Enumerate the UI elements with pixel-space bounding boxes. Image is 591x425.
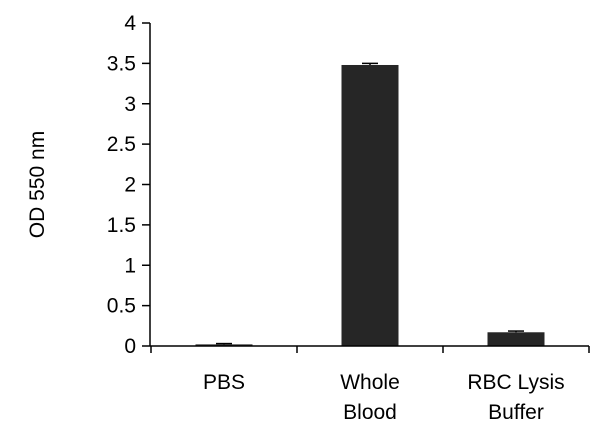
y-tick-label: 1 xyxy=(124,254,136,277)
x-axis-ticks xyxy=(150,346,590,353)
y-tick-label: 3.5 xyxy=(107,52,136,75)
bar xyxy=(195,344,253,346)
category-label: Whole Blood xyxy=(340,371,400,424)
y-tick-label: 0 xyxy=(124,335,136,358)
y-tick-label: 3 xyxy=(124,93,136,116)
category-labels: PBS Whole Blood RBC Lysis Buffer xyxy=(203,371,565,424)
category-label: RBC Lysis Buffer xyxy=(467,371,564,424)
bars xyxy=(195,62,545,347)
y-tick-label: 1.5 xyxy=(107,214,136,237)
y-tick-label: 2.5 xyxy=(107,133,136,156)
bar xyxy=(341,64,399,347)
y-axis-title: OD 550 nm xyxy=(26,131,49,238)
y-tick-label: 2 xyxy=(124,174,136,197)
category-label: PBS xyxy=(203,371,245,394)
y-tick-label: 4 xyxy=(124,12,136,35)
bar xyxy=(487,332,545,346)
y-tick-label: 0.5 xyxy=(107,295,136,318)
y-axis-ticks: 0 0.5 1 1.5 2 2.5 3 3.5 4 xyxy=(107,12,150,358)
